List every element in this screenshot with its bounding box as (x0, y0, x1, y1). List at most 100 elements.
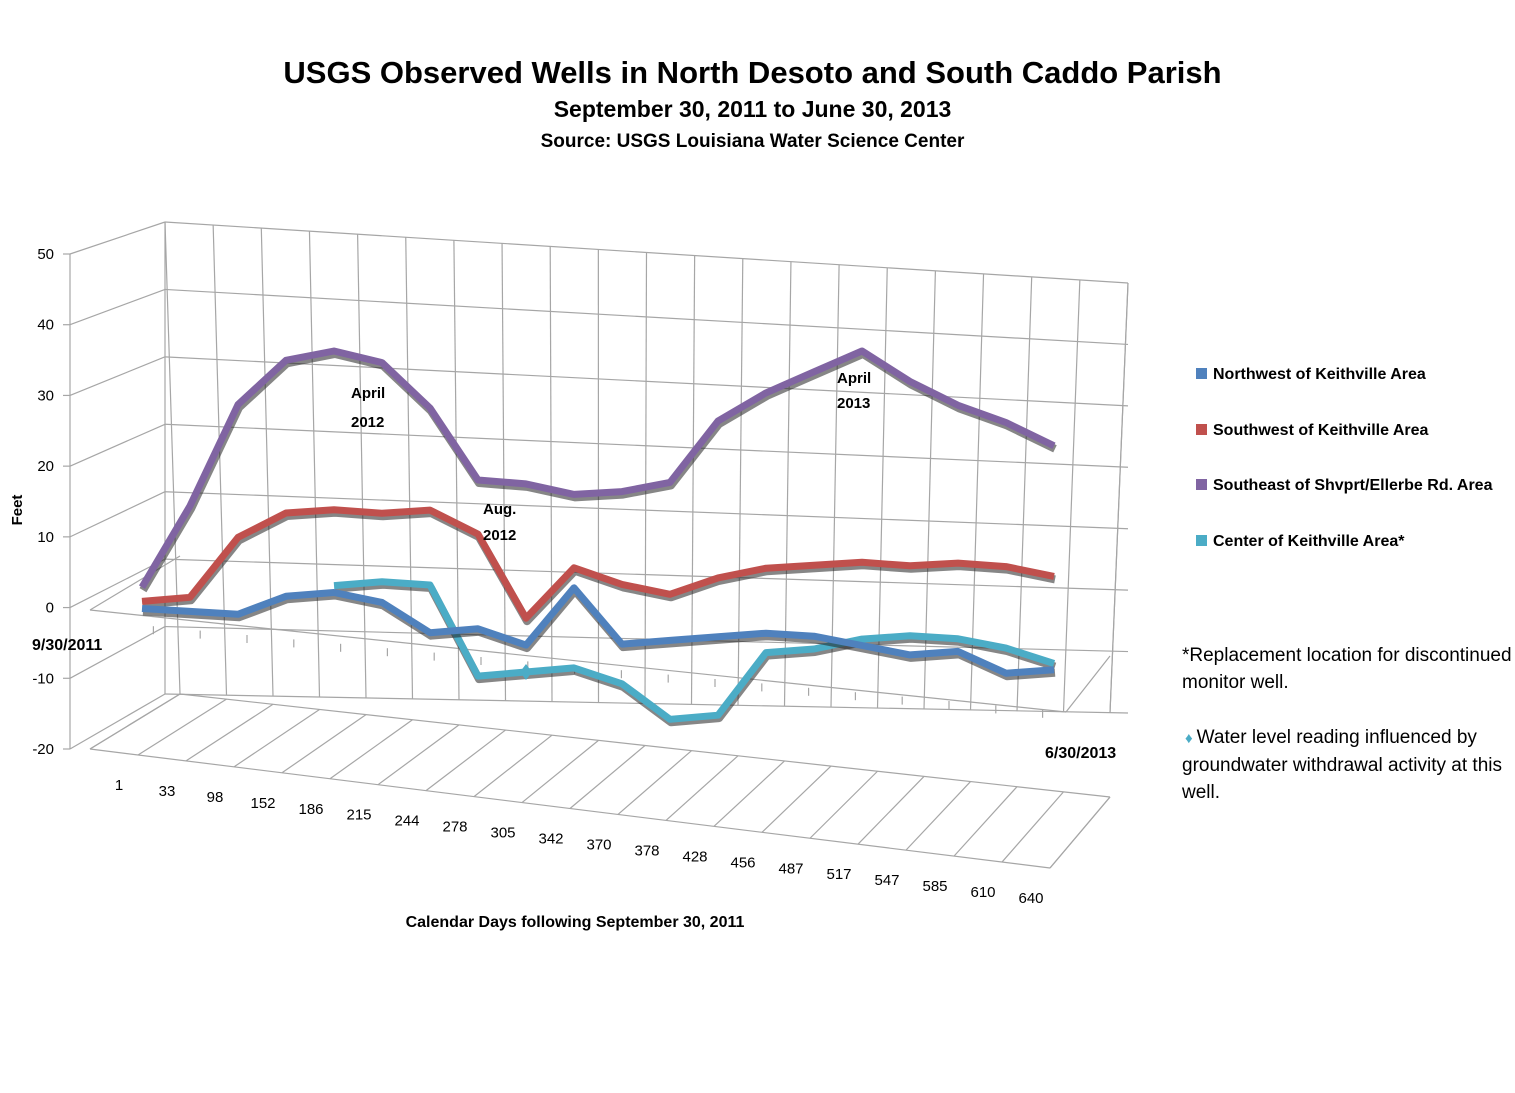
x-tick-label: 640 (1018, 890, 1043, 907)
x-grid-back-line (357, 234, 367, 698)
annotation-april-2013: April 2013 (837, 370, 871, 412)
x-grid-back-line (501, 243, 507, 701)
influence-note: ♦ Water level reading influenced by groun… (1182, 724, 1512, 806)
legend-swatch (1196, 479, 1207, 490)
floor-grid-line (137, 698, 227, 756)
y-tick-label: 40 (37, 317, 54, 334)
legend-item-southeast: Southeast of Shvprt/Ellerbe Rd. Area (1196, 474, 1493, 498)
floor-grid-line (953, 786, 1018, 857)
y-tick-label: 50 (37, 246, 54, 263)
chart-plot: 50 40 30 20 10 0 -10 -20 1 33 98 152 186 215 244 278 30… (9, 221, 1129, 931)
floor-grid-line (473, 734, 553, 798)
floor-grid-line (1001, 791, 1064, 863)
x-tick-label: 244 (394, 813, 419, 830)
x-tick-label: 487 (778, 860, 803, 877)
y-tick-label: -10 (32, 670, 54, 687)
legend-label: Southeast of Shvprt/Ellerbe Rd. Area (1213, 477, 1493, 494)
y-grid-side-line (69, 221, 166, 255)
floor-grid-line (665, 755, 739, 821)
y-tick-label: 10 (37, 529, 54, 546)
y-grid-side-line (69, 626, 166, 679)
floor-grid-line (425, 729, 506, 792)
annotation-aug-2012: Aug. 2012 (483, 501, 516, 544)
x-tick-label: 152 (250, 795, 275, 812)
floor-grid-line (281, 714, 367, 774)
legend-swatch (1196, 368, 1207, 379)
chart-title: USGS Observed Wells in North Desoto and … (283, 55, 1222, 90)
y-grid-side-line (69, 423, 166, 467)
replacement-note: *Replacement location for discontinued m… (1182, 645, 1512, 693)
series-layer (138, 347, 1057, 727)
floor-grid-line (905, 781, 971, 851)
influenced-point-diamond-icon (520, 663, 532, 680)
x-tick-label: 370 (586, 836, 611, 853)
x-tick-label: 1 (115, 777, 123, 794)
floor-grid-line (569, 745, 646, 809)
x-grid-back-line (1016, 276, 1033, 712)
y-grid-side-line (69, 558, 166, 609)
x-axis-categories: 1 33 98 152 186 215 244 278 305 342 370 378 428 456 48… (115, 777, 1044, 907)
zero-plane-left (89, 555, 181, 611)
floor-grid-line (377, 724, 460, 786)
x-tick-label: 305 (490, 825, 515, 842)
x-grid-back-line (260, 228, 274, 696)
legend-item-northwest: Northwest of Keithville Area (1196, 363, 1496, 387)
zero-plane-right (1065, 655, 1111, 713)
influence-note-text: Water level reading influenced by ground… (1182, 727, 1502, 803)
x-tick-label: 33 (159, 783, 176, 800)
floor-grid-line (233, 708, 320, 768)
y-axis-ticks: 50 40 30 20 10 0 -10 -20 (32, 246, 54, 758)
diamond-marker-icon: ♦ (1185, 730, 1193, 747)
series-line (141, 584, 1055, 677)
legend-item-southwest: Southwest of Keithville Area (1196, 419, 1496, 443)
x-axis-label: Calendar Days following September 30, 20… (406, 914, 745, 931)
x-tick-label: 98 (207, 789, 224, 806)
x-grid-back-line (644, 252, 648, 704)
x-grid-back-line (308, 231, 321, 697)
y-tick-label: 30 (37, 387, 54, 404)
x-tick-label: 585 (922, 878, 947, 895)
x-grid-back-line (830, 264, 840, 708)
series-line (141, 506, 1055, 622)
floor-grid-line (809, 770, 878, 839)
legend-label: Center of Keithville Area* (1213, 533, 1405, 550)
y-grid-back-line (164, 491, 1129, 530)
y-tick-label: 20 (37, 458, 54, 475)
x-grid-back-line (737, 258, 744, 706)
y-grid-side-line (69, 356, 166, 396)
y-tick-label: -20 (32, 741, 54, 758)
legend-swatch (1196, 424, 1207, 435)
legend-swatch (1196, 535, 1207, 546)
x-tick-label: 342 (538, 831, 563, 848)
x-tick-label: 278 (442, 819, 467, 836)
y-grid-side-line (69, 491, 166, 538)
x-grid-back-line (1062, 279, 1081, 713)
y-grid-side-line (69, 693, 166, 750)
y-tick-label: 0 (46, 600, 54, 617)
y-grid-back-line (164, 558, 1129, 591)
floor-grid-line (617, 750, 692, 815)
floor-grid-line (329, 719, 413, 780)
annotation-april-2012: April 2012 (351, 385, 385, 431)
x-grid-back-line (549, 246, 553, 702)
chart-source: Source: USGS Louisiana Water Science Cen… (540, 131, 965, 152)
floor-grid-line (713, 760, 785, 827)
floor-grid-line (857, 775, 925, 845)
x-grid-back-line (690, 255, 696, 705)
x-tick-label: 215 (346, 807, 371, 824)
x-tick-label: 547 (874, 872, 899, 889)
floor-grid-line (521, 739, 599, 804)
x-grid-back-line (164, 221, 181, 695)
x-grid-back-line (453, 240, 460, 700)
legend-item-center: Center of Keithville Area* (1196, 530, 1496, 554)
right-wall-edge (1109, 282, 1129, 714)
floor-grid-line (89, 693, 181, 750)
x-tick-label: 378 (634, 842, 659, 859)
x-tick-label: 186 (298, 801, 323, 818)
y-axis-label: Feet (9, 495, 26, 526)
x-tick-label: 456 (730, 854, 755, 871)
legend-label: Northwest of Keithville Area (1213, 366, 1426, 383)
zero-plane-front (89, 609, 1067, 713)
floor-grid-line (185, 703, 274, 762)
x-end-label: 6/30/2013 (1045, 745, 1116, 762)
